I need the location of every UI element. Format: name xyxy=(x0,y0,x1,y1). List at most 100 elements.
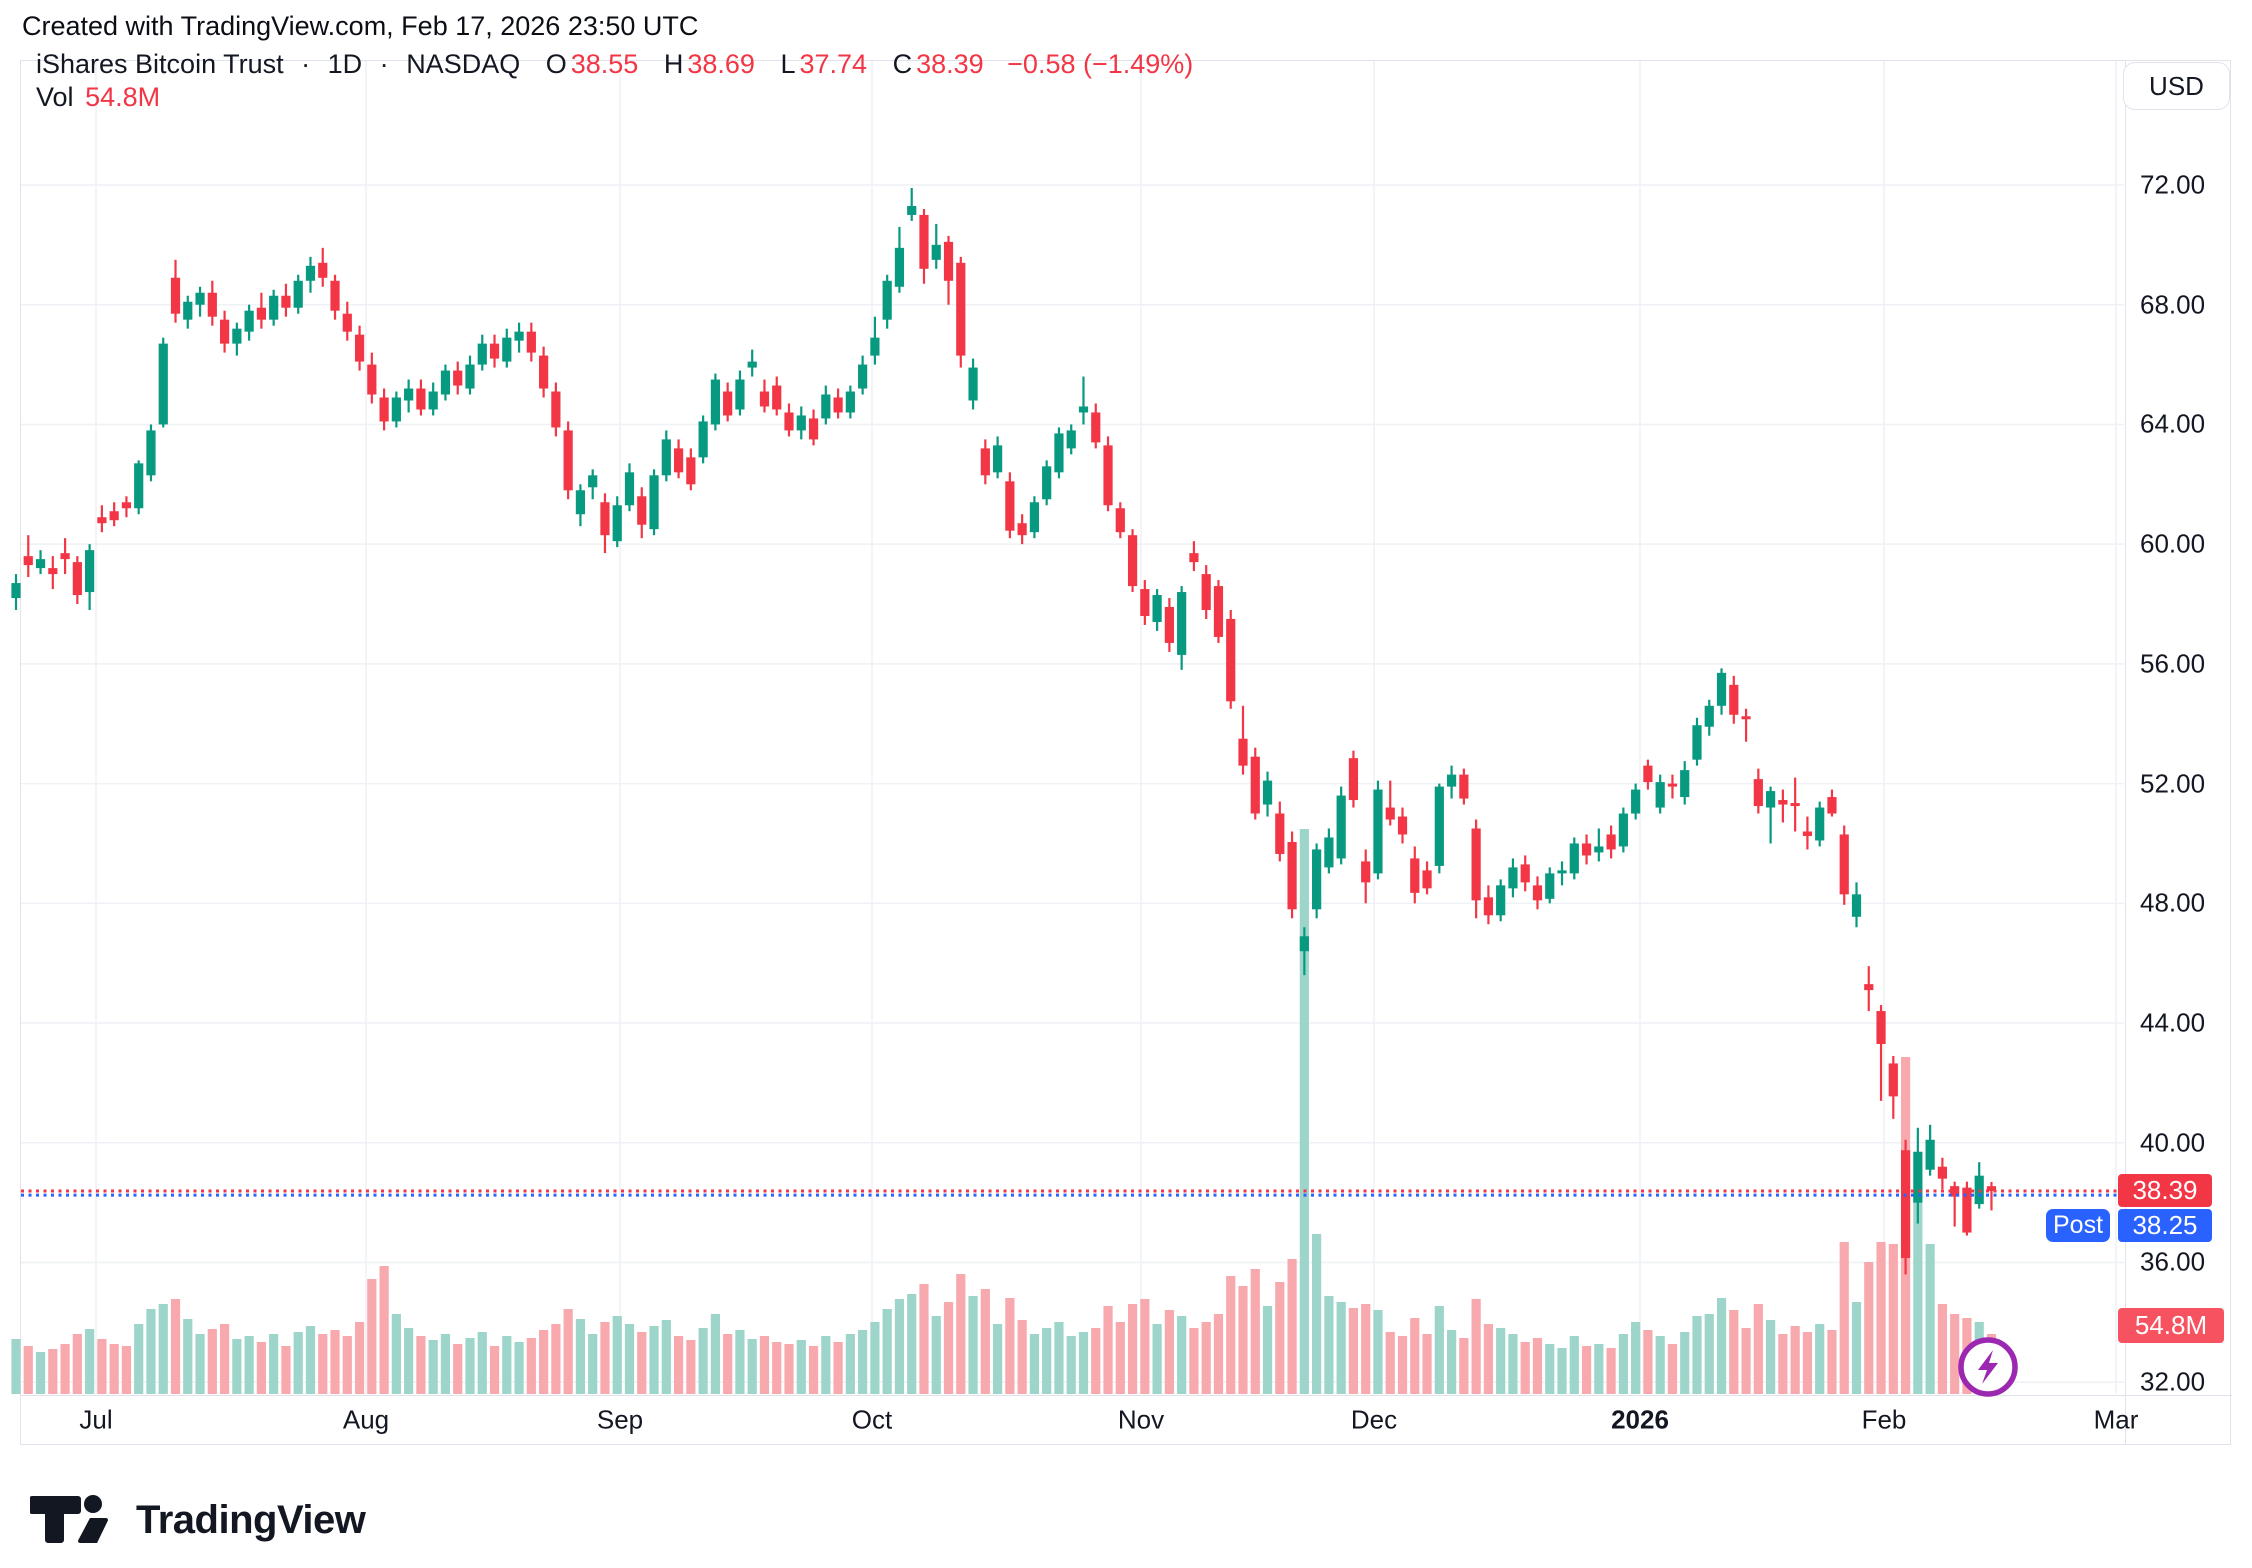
candle-body xyxy=(808,418,819,440)
volume-bar xyxy=(514,1342,524,1394)
open-label: O xyxy=(545,49,567,79)
post-market-price-badge: 38.25 xyxy=(2118,1208,2212,1242)
candle-body xyxy=(1937,1166,1947,1179)
volume-bar xyxy=(11,1339,21,1394)
candle-body xyxy=(85,550,95,593)
candle-body xyxy=(931,244,941,260)
volume-bar xyxy=(1704,1314,1714,1394)
volume-bar xyxy=(686,1340,696,1394)
candle-body xyxy=(207,292,217,317)
candle-body xyxy=(1140,589,1150,616)
candle-body xyxy=(1385,807,1395,820)
candle-body xyxy=(1017,523,1027,536)
candle-body xyxy=(1692,725,1702,760)
volume-bar xyxy=(1336,1302,1346,1394)
candle-body xyxy=(1164,607,1174,643)
volume-bar xyxy=(1287,1259,1297,1394)
currency-button[interactable]: USD xyxy=(2123,62,2230,110)
volume-bar xyxy=(993,1324,1003,1394)
volume-bar xyxy=(1569,1336,1579,1394)
candle-body xyxy=(1864,984,1874,991)
interval-label[interactable]: 1D xyxy=(327,49,363,79)
candle-body xyxy=(612,505,622,542)
candle-body xyxy=(1851,894,1862,917)
exchange-label[interactable]: NASDAQ xyxy=(406,49,521,79)
change-value: −0.58 (−1.49%) xyxy=(1007,49,1194,79)
volume-bar xyxy=(1950,1314,1960,1394)
volume-bar xyxy=(1410,1318,1420,1394)
volume-bar xyxy=(1275,1282,1285,1394)
candle-body xyxy=(1324,837,1334,868)
high-label: H xyxy=(663,49,684,79)
candle-wick xyxy=(1879,1005,1883,1101)
time-axis-separator xyxy=(20,1395,2232,1396)
candle-body xyxy=(1839,834,1849,895)
volume-bar xyxy=(1913,1194,1923,1394)
volume-bar xyxy=(1778,1334,1788,1394)
volume-bar xyxy=(342,1336,352,1394)
volume-bar xyxy=(1042,1328,1052,1394)
volume-bar xyxy=(907,1294,917,1394)
tradingview-footer[interactable]: TradingView xyxy=(30,1492,366,1548)
candle-body xyxy=(183,301,193,320)
candle-body xyxy=(858,364,868,389)
candle-body xyxy=(1005,481,1015,531)
candle-body xyxy=(710,379,720,425)
volume-bar xyxy=(1446,1330,1457,1394)
candle-body xyxy=(1446,774,1457,787)
candle-wick xyxy=(910,187,913,221)
volume-bar xyxy=(1434,1306,1444,1394)
candle-body xyxy=(661,439,671,476)
volume-bar xyxy=(1385,1332,1395,1394)
candle-body xyxy=(673,448,684,473)
candle-body xyxy=(232,328,242,344)
candle-wick xyxy=(1781,789,1784,823)
volume-bar xyxy=(551,1324,561,1394)
candle-body xyxy=(256,307,266,320)
volume-bar xyxy=(1851,1302,1862,1394)
lightning-button[interactable] xyxy=(1952,1331,2024,1403)
symbol-title[interactable]: iShares Bitcoin Trust xyxy=(36,49,284,79)
candle-body xyxy=(1557,870,1567,874)
candle-wick xyxy=(1990,1181,1993,1211)
candle-body xyxy=(1815,807,1825,841)
volume-bar xyxy=(1091,1328,1101,1394)
candle-body xyxy=(1594,846,1604,853)
candle-body xyxy=(624,472,635,506)
volume-bar xyxy=(526,1338,536,1394)
volume-bar xyxy=(808,1346,819,1394)
volume-bar xyxy=(1790,1326,1800,1394)
volume-bar xyxy=(845,1334,855,1394)
volume-bar xyxy=(109,1344,119,1394)
candle-body xyxy=(1802,831,1813,836)
volume-bar xyxy=(1557,1348,1567,1394)
volume-bar xyxy=(23,1346,33,1394)
candle-body xyxy=(588,475,598,488)
volume-bar xyxy=(1729,1310,1739,1394)
volume-value: 54.8M xyxy=(85,82,161,112)
volume-bar xyxy=(1815,1324,1825,1394)
volume-bar xyxy=(637,1332,647,1394)
low-value: 37.74 xyxy=(799,49,868,79)
volume-bar xyxy=(379,1266,389,1394)
volume-bar xyxy=(1545,1344,1555,1394)
candle-body xyxy=(1532,885,1543,901)
volume-bar xyxy=(453,1344,463,1394)
candle-body xyxy=(759,391,770,407)
candle-body xyxy=(281,295,291,308)
candle-body xyxy=(1827,797,1837,814)
candle-body xyxy=(1459,774,1469,799)
candle-body xyxy=(48,568,58,575)
volume-bar xyxy=(404,1328,414,1394)
candle-body xyxy=(1643,765,1653,783)
volume-bar xyxy=(1103,1306,1113,1394)
volume-bar xyxy=(600,1322,610,1394)
candle-body xyxy=(1766,791,1776,808)
time-axis-label: 2026 xyxy=(1611,1404,1669,1435)
candle-body xyxy=(796,415,806,431)
candle-body xyxy=(23,556,33,566)
candle-body xyxy=(195,292,205,305)
candle-body xyxy=(342,313,352,332)
candle-body xyxy=(1986,1186,1997,1191)
